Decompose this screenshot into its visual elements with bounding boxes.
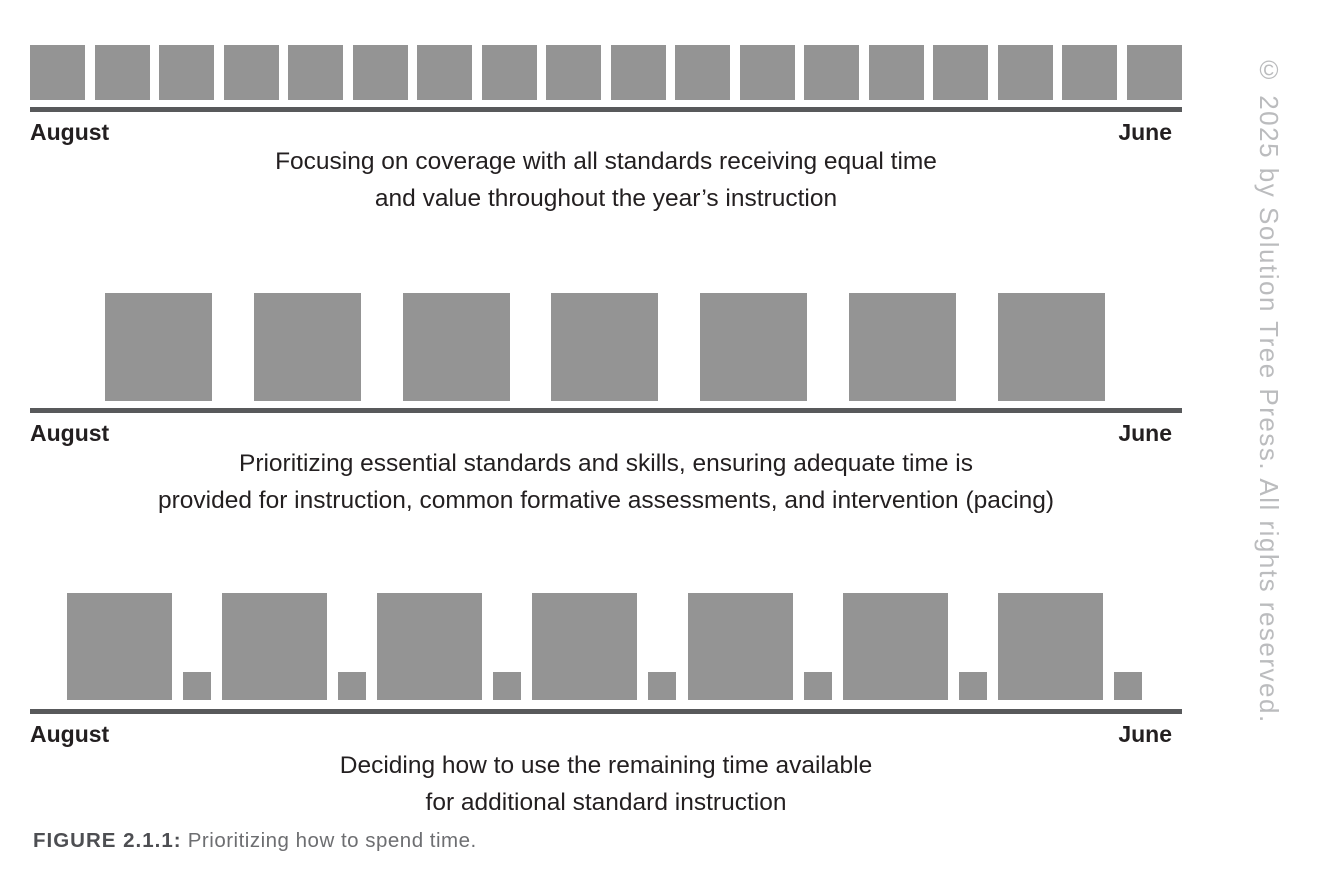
time-block-medium xyxy=(94,45,150,100)
time-block-medium xyxy=(352,45,408,100)
time-block-large xyxy=(551,293,659,401)
time-block-small xyxy=(1113,672,1142,700)
time-block-medium xyxy=(288,45,344,100)
row-description: Prioritizing essential standards and ski… xyxy=(30,445,1182,519)
time-block-tall xyxy=(997,593,1103,700)
timeline-row-coverage: August June Focusing on coverage with al… xyxy=(30,45,1182,217)
timeline-axis xyxy=(30,709,1182,714)
copyright-watermark: © 2025 by Solution Tree Press. All right… xyxy=(1254,55,1284,724)
time-block-large xyxy=(849,293,957,401)
time-block-medium xyxy=(30,45,85,100)
time-block-tall xyxy=(377,593,483,700)
axis-label-august: August xyxy=(30,420,110,446)
timeline-axis xyxy=(30,107,1182,112)
time-block-small xyxy=(803,672,832,700)
time-block-medium xyxy=(610,45,666,100)
axis-label-june: June xyxy=(1118,119,1172,145)
time-block-small xyxy=(338,672,367,700)
time-block-medium xyxy=(223,45,279,100)
time-block-large xyxy=(700,293,808,401)
time-block-medium xyxy=(1062,45,1118,100)
figure-caption-text: Prioritizing how to spend time. xyxy=(181,829,477,852)
time-block-tall xyxy=(842,593,948,700)
figure-caption: FIGURE 2.1.1: Prioritizing how to spend … xyxy=(33,829,477,853)
time-block-medium xyxy=(739,45,795,100)
time-block-medium xyxy=(417,45,473,100)
axis-label-august: August xyxy=(30,721,110,747)
time-block-medium xyxy=(997,45,1053,100)
time-block-tall xyxy=(222,593,328,700)
time-block-small xyxy=(493,672,522,700)
time-block-medium xyxy=(804,45,860,100)
time-block-medium xyxy=(481,45,537,100)
axis-labels: August June xyxy=(30,721,1172,747)
timeline-row-remaining-time: August June Deciding how to use the rema… xyxy=(30,593,1182,821)
row-description-line: Focusing on coverage with all standards … xyxy=(275,148,937,175)
axis-label-june: June xyxy=(1118,721,1172,747)
time-block-medium xyxy=(1126,45,1182,100)
axis-label-june: June xyxy=(1118,420,1172,446)
row-description-line: and value throughout the year’s instruct… xyxy=(374,185,838,212)
row-description-line: for additional standard instruction xyxy=(425,789,787,816)
axis-labels: August June xyxy=(30,420,1172,446)
time-block-large xyxy=(253,293,361,401)
timeline-row-prioritizing: August June Prioritizing essential stand… xyxy=(30,293,1182,519)
time-blocks-row xyxy=(67,593,1142,700)
time-block-large xyxy=(997,293,1105,401)
time-blocks-row xyxy=(30,45,1182,100)
time-block-tall xyxy=(687,593,793,700)
time-blocks-row xyxy=(105,293,1105,401)
axis-label-august: August xyxy=(30,119,110,145)
row-description: Deciding how to use the remaining time a… xyxy=(30,747,1182,821)
time-block-small xyxy=(958,672,987,700)
time-block-medium xyxy=(933,45,989,100)
timeline-axis xyxy=(30,408,1182,413)
time-block-tall xyxy=(67,593,172,700)
time-block-large xyxy=(105,293,212,401)
row-description: Focusing on coverage with all standards … xyxy=(30,143,1182,217)
row-description-line: Deciding how to use the remaining time a… xyxy=(339,752,873,779)
time-block-tall xyxy=(532,593,638,700)
time-block-large xyxy=(402,293,510,401)
time-block-medium xyxy=(675,45,731,100)
axis-labels: August June xyxy=(30,119,1172,145)
figure-caption-label: FIGURE 2.1.1: xyxy=(33,829,182,852)
row-description-line: Prioritizing essential standards and ski… xyxy=(238,450,974,477)
time-block-medium xyxy=(546,45,602,100)
time-block-medium xyxy=(159,45,215,100)
time-block-small xyxy=(183,672,212,700)
time-block-medium xyxy=(868,45,924,100)
time-block-small xyxy=(648,672,677,700)
row-description-line: provided for instruction, common formati… xyxy=(157,487,1055,514)
